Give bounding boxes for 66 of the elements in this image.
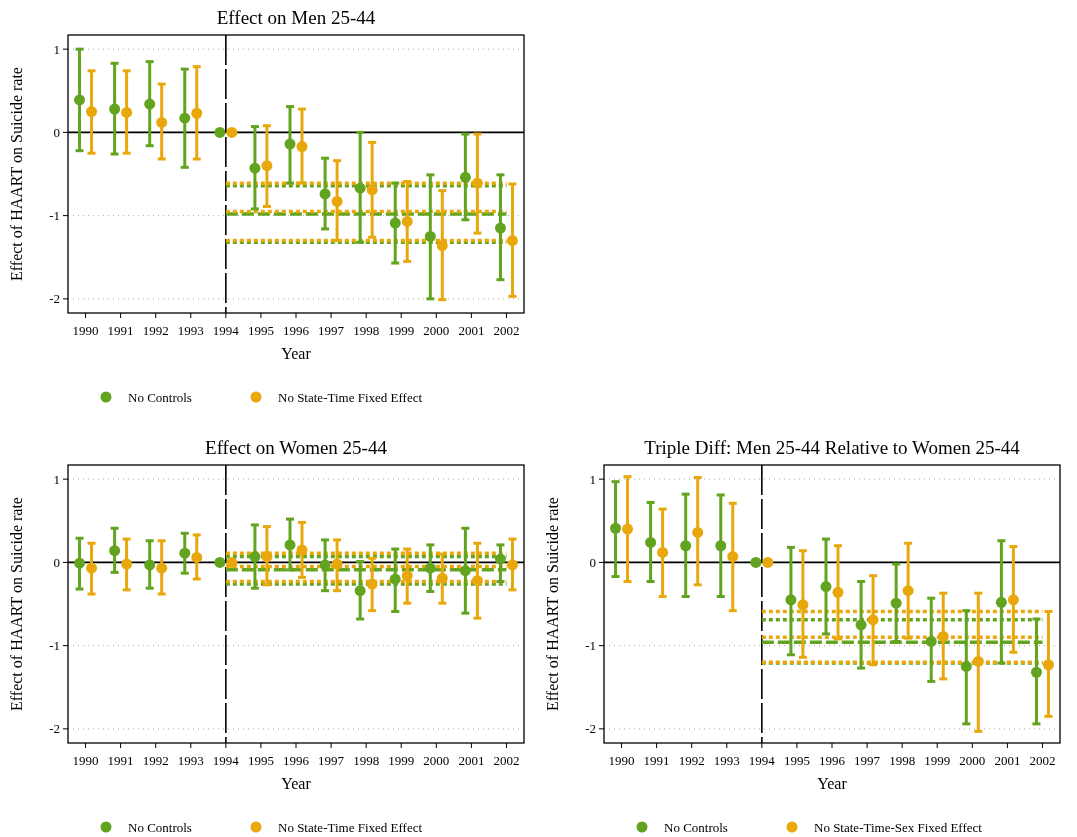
x-tick-label: 1993 [177, 753, 204, 768]
legend-label: No Controls [128, 819, 192, 835]
y-axis-title: Effect of HAART on Suicide rate [8, 497, 25, 711]
x-tick-label: 1993 [713, 753, 740, 768]
y-tick-label: 0 [53, 124, 60, 140]
x-axis-title: Year [281, 775, 312, 792]
x-tick-label: 1991 [107, 753, 134, 768]
x-tick-label: 1991 [107, 323, 134, 338]
x-tick-label: 2002 [493, 753, 520, 768]
x-tick-label: 1999 [388, 753, 415, 768]
y-tick-label: -1 [585, 638, 596, 654]
x-tick-label: 1990 [608, 753, 635, 768]
chart-title: Triple Diff: Men 25-44 Relative to Women 25-44 [644, 437, 1021, 458]
x-tick-label: 2001 [994, 753, 1021, 768]
x-tick-label: 2001 [458, 753, 485, 768]
x-axis-title: Year [281, 345, 312, 362]
x-tick-label: 1996 [283, 323, 310, 338]
x-tick-label: 2000 [423, 753, 450, 768]
legend-label: No Controls [128, 389, 192, 405]
x-tick-label: 2000 [423, 323, 450, 338]
x-tick-label: 1997 [854, 753, 881, 768]
x-tick-label: 2001 [458, 323, 485, 338]
x-tick-label: 1994 [748, 753, 776, 768]
x-tick-label: 1999 [924, 753, 951, 768]
y-tick-label: 1 [53, 471, 60, 487]
x-tick-label: 1998 [353, 323, 380, 338]
y-axis-title: Effect of HAART on Suicide rate [544, 497, 561, 711]
x-tick-label: 1997 [318, 753, 345, 768]
x-tick-label: 1996 [283, 753, 310, 768]
x-tick-label: 1992 [142, 323, 169, 338]
y-tick-label: 0 [53, 554, 60, 570]
x-tick-label: 1995 [247, 323, 274, 338]
legend-label: No State-Time Fixed Effect [278, 389, 423, 405]
y-tick-label: 1 [53, 41, 60, 57]
x-axis-title: Year [817, 775, 848, 792]
x-tick-label: 1994 [212, 753, 240, 768]
legend-label: No State-Time-Sex Fixed Effect [814, 819, 983, 835]
x-tick-label: 1994 [212, 323, 240, 338]
y-tick-label: -1 [49, 208, 60, 224]
y-tick-label: -2 [585, 721, 596, 737]
x-tick-label: 1990 [72, 323, 99, 338]
x-tick-label: 1992 [142, 753, 169, 768]
x-tick-label: 1991 [643, 753, 670, 768]
y-tick-label: -2 [49, 721, 60, 737]
x-tick-label: 1990 [72, 753, 99, 768]
chart-title: Effect on Women 25-44 [205, 437, 388, 458]
x-tick-label: 1995 [247, 753, 274, 768]
x-tick-label: 1997 [318, 323, 345, 338]
x-tick-label: 1998 [889, 753, 916, 768]
y-tick-label: 0 [589, 554, 596, 570]
x-tick-label: 1996 [819, 753, 846, 768]
y-tick-label: -2 [49, 291, 60, 307]
x-tick-label: 1998 [353, 753, 380, 768]
x-tick-label: 2002 [493, 323, 520, 338]
x-tick-label: 2000 [959, 753, 986, 768]
legend-label: No Controls [664, 819, 728, 835]
x-tick-label: 1999 [388, 323, 415, 338]
y-axis-title: Effect of HAART on Suicide rate [8, 67, 25, 281]
y-tick-label: 1 [589, 471, 596, 487]
y-tick-label: -1 [49, 638, 60, 654]
x-tick-label: 1995 [783, 753, 810, 768]
x-tick-label: 1992 [678, 753, 705, 768]
legend-label: No State-Time Fixed Effect [278, 819, 423, 835]
chart-title: Effect on Men 25-44 [216, 7, 376, 28]
x-tick-label: 1993 [177, 323, 204, 338]
x-tick-label: 2002 [1029, 753, 1056, 768]
